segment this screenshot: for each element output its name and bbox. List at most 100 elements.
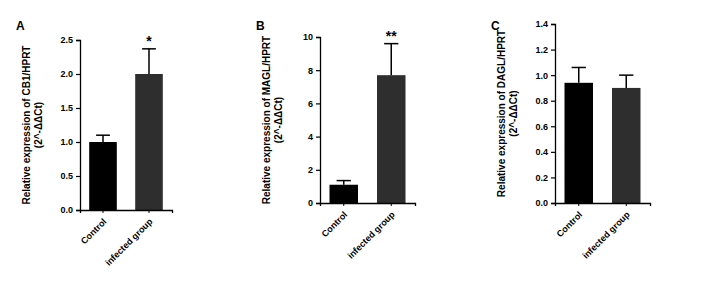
tick-label: 0.0 <box>60 205 73 215</box>
tick-mark <box>76 176 80 177</box>
bar <box>377 75 406 203</box>
y-axis: 0.00.20.40.60.81.01.21.4 <box>535 19 555 208</box>
tick-mark <box>551 177 555 178</box>
axis-line <box>321 204 416 207</box>
y-tick: 0.6 <box>535 122 555 132</box>
x-tick: infected group <box>103 210 155 268</box>
panel: * 0.0 0.5 1.0 1.5 2.0 2.5 Controlinfected group… <box>16 19 173 268</box>
tick-mark <box>149 210 150 213</box>
y-axis-title-line: Relative expression of CB1/HPRT <box>21 46 32 205</box>
tick-mark <box>316 103 320 104</box>
error-bar <box>384 44 398 76</box>
y-tick: 1.5 <box>60 103 80 113</box>
y-tick: 10 <box>303 32 320 42</box>
tick-mark <box>551 24 555 25</box>
tick-label: 0.4 <box>535 147 548 157</box>
tick-mark <box>551 126 555 127</box>
axis-line <box>551 25 556 204</box>
tick-mark <box>551 75 555 76</box>
y-tick: 1.0 <box>60 137 80 147</box>
panel-title: A <box>16 19 25 33</box>
bar <box>89 142 117 210</box>
x-tick: Control <box>320 203 350 239</box>
tick-mark <box>551 101 555 102</box>
tick-mark <box>578 203 579 206</box>
tick-label: 4 <box>308 132 313 142</box>
tick-mark <box>316 170 320 171</box>
tick-label: 0.5 <box>60 171 73 181</box>
tick-label: infected group <box>103 216 155 268</box>
tick-mark <box>316 137 320 138</box>
y-tick: 1.0 <box>535 71 555 81</box>
tick-label: 0 <box>308 198 313 208</box>
error-bar <box>337 181 351 185</box>
error-stem <box>148 49 150 74</box>
bar <box>612 88 641 203</box>
error-stem <box>626 75 628 88</box>
y-axis-title-line: Relative expression of DAGL/HPRT <box>496 30 507 197</box>
tick-label: infected group <box>346 209 398 261</box>
tick-label: 2.5 <box>60 35 73 45</box>
y-axis-title: Relative expression of CB1/HPRT(2^-ΔΔCt) <box>21 46 44 205</box>
bar <box>330 185 359 203</box>
error-stem <box>102 135 104 142</box>
y-tick: 8 <box>308 66 320 76</box>
axis-line <box>556 204 651 207</box>
tick-mark <box>103 210 104 213</box>
significance-label: * <box>146 33 152 49</box>
tick-mark <box>316 70 320 71</box>
tick-mark <box>551 152 555 153</box>
plot-area <box>89 49 163 210</box>
axis-line <box>76 41 81 211</box>
y-axis-title: Relative expression of MAGL/HPRT(2^-ΔΔCt… <box>261 36 284 204</box>
y-tick: 2 <box>308 165 320 175</box>
tick-label: 0.2 <box>535 173 548 183</box>
tick-mark <box>76 210 80 211</box>
error-cap <box>619 74 633 76</box>
tick-label: Control <box>555 209 585 239</box>
tick-mark <box>76 108 80 109</box>
x-tick: Control <box>555 203 585 239</box>
axis-line <box>81 211 173 214</box>
tick-mark <box>316 37 320 38</box>
tick-mark <box>343 203 344 206</box>
tick-label: infected group <box>581 209 633 261</box>
x-tick: infected group <box>346 203 398 261</box>
panel: 0.00.20.40.60.81.01.21.4Controlinfected … <box>491 19 651 261</box>
tick-label: 6 <box>308 99 313 109</box>
tick-mark <box>76 74 80 75</box>
tick-label: 10 <box>303 32 313 42</box>
tick-mark <box>391 203 392 206</box>
y-tick: 0 <box>308 198 320 208</box>
error-cap <box>572 67 586 69</box>
tick-mark <box>551 49 555 50</box>
plot-area <box>565 67 641 203</box>
tick-label: 8 <box>308 66 313 76</box>
plot-area <box>330 44 406 203</box>
error-bar <box>619 75 633 88</box>
panel-title: B <box>256 19 265 33</box>
error-bar <box>96 135 110 142</box>
y-axis-title-line: (2^-ΔΔCt) <box>33 102 44 148</box>
tick-label: 1.0 <box>535 71 548 81</box>
y-axis-title-line: Relative expression of MAGL/HPRT <box>261 36 272 204</box>
tick-label: 1.0 <box>60 137 73 147</box>
tick-label: 0.0 <box>535 198 548 208</box>
y-axis-title-line: (2^-ΔΔCt) <box>508 90 519 136</box>
error-cap <box>337 180 351 182</box>
y-axis: 0 2 4 6 8 10 <box>303 32 321 208</box>
axis-line <box>316 38 321 204</box>
panel-title: C <box>491 19 500 33</box>
x-axis: Controlinfected group <box>79 210 173 268</box>
bar <box>135 74 163 210</box>
x-tick: infected group <box>581 203 633 261</box>
tick-label: 1.2 <box>535 45 548 55</box>
y-tick: 2.0 <box>60 69 80 79</box>
y-axis-title-line: (2^-ΔΔCt) <box>273 97 284 143</box>
x-axis: Controlinfected group <box>320 203 416 261</box>
tick-label: 1.5 <box>60 103 73 113</box>
bar <box>565 83 594 203</box>
y-tick: 4 <box>308 132 320 142</box>
y-tick: 6 <box>308 99 320 109</box>
error-bar <box>142 49 156 74</box>
